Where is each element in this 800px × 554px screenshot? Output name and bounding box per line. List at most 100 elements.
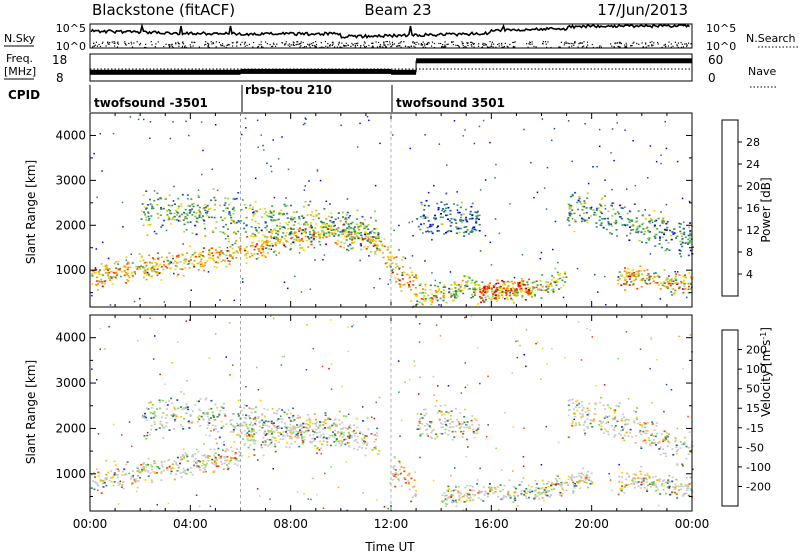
- velocity-cell: [674, 440, 677, 443]
- power-cell: [258, 226, 260, 229]
- power-cell: [456, 191, 458, 193]
- power-cell: [366, 239, 369, 242]
- velocity-cell: [602, 404, 605, 407]
- velocity-cell: [674, 437, 677, 439]
- power-cell: [277, 230, 280, 233]
- velocity-cell: [171, 463, 174, 465]
- power-cell: [227, 237, 230, 240]
- power-cell: [127, 275, 130, 277]
- power-cell: [328, 235, 331, 237]
- power-cell: [515, 290, 518, 292]
- noise-left-tick-top: 10^5: [56, 22, 86, 35]
- velocity-cell: [240, 431, 243, 434]
- velocity-cell: [362, 442, 365, 445]
- velocity-cell: [636, 407, 639, 409]
- power-cell: [613, 221, 616, 224]
- power-cell: [648, 276, 651, 279]
- power-cell: [663, 233, 665, 236]
- power-cell: [600, 198, 603, 201]
- velocity-cell: [243, 444, 246, 446]
- velocity-cell: [439, 432, 442, 435]
- velocity-cell: [644, 474, 647, 476]
- velocity-cell: [469, 499, 472, 502]
- power-cell: [630, 229, 633, 231]
- velocity-cell: [230, 457, 232, 459]
- power-cell: [97, 283, 100, 285]
- power-cell: [496, 288, 499, 291]
- velocity-cell: [346, 442, 349, 444]
- velocity-cell: [631, 436, 634, 438]
- power-cell: [670, 291, 673, 293]
- velocity-cell: [314, 422, 316, 425]
- velocity-cell: [486, 495, 489, 498]
- power-cell: [431, 298, 434, 301]
- power-cell: [349, 237, 352, 240]
- power-cell: [681, 235, 683, 237]
- power-cell: [635, 229, 638, 231]
- power-cell: [300, 239, 302, 241]
- power-cell: [322, 236, 325, 239]
- velocity-cell: [237, 415, 240, 417]
- search-noise-point: [253, 41, 255, 44]
- power-cell: [471, 214, 474, 217]
- power-cell: [556, 281, 559, 283]
- power-cell: [175, 255, 178, 257]
- power-cell: [600, 222, 603, 224]
- power-cell: [449, 209, 452, 212]
- search-noise-point: [428, 42, 430, 44]
- power-cell: [219, 204, 221, 207]
- power-cell: [353, 228, 356, 231]
- search-noise-point: [560, 41, 562, 43]
- power-cell: [674, 270, 676, 273]
- power-cell: [148, 217, 151, 220]
- power-cell: [342, 216, 344, 219]
- search-noise-point: [320, 42, 322, 44]
- velocity-cell: [493, 487, 496, 489]
- power-cell: [663, 280, 666, 283]
- power-cell: [357, 237, 360, 240]
- power-cell: [445, 193, 447, 195]
- power-cell: [101, 285, 104, 288]
- velocity-cell: [266, 424, 269, 427]
- velocity-cell: [469, 496, 472, 499]
- velocity-cell: [230, 459, 232, 462]
- search-noise-point: [302, 46, 304, 49]
- power-cell: [243, 227, 246, 230]
- search-noise-point: [379, 44, 382, 46]
- velocity-cell: [333, 433, 336, 435]
- search-noise-point: [565, 42, 567, 44]
- power-cell: [265, 239, 268, 242]
- power-cell: [515, 293, 518, 295]
- search-noise-point: [451, 41, 453, 44]
- search-noise-point: [220, 44, 222, 46]
- velocity-cell: [559, 491, 562, 494]
- velocity-cell: [575, 422, 578, 425]
- power-cell: [474, 290, 477, 293]
- velocity-cell: [191, 410, 194, 412]
- power-cell: [628, 218, 631, 221]
- power-cell: [505, 287, 508, 289]
- power-cell: [642, 228, 645, 230]
- search-noise-point: [651, 45, 653, 47]
- power-cell: [210, 216, 213, 219]
- velocity-cell: [655, 489, 658, 492]
- power-cell: [175, 256, 178, 259]
- velocity-cell: [307, 429, 310, 432]
- search-noise-point: [260, 41, 262, 43]
- power-cell: [177, 205, 180, 208]
- power-cell: [345, 222, 348, 225]
- velocity-cell: [211, 424, 214, 427]
- power-cell: [365, 248, 368, 250]
- power-cell: [377, 233, 379, 236]
- velocity-cell: [508, 495, 511, 497]
- power-cell: [675, 273, 678, 275]
- search-noise-point: [169, 44, 171, 46]
- velocity-cell: [189, 414, 192, 417]
- velocity-cell: [394, 473, 397, 476]
- velocity-cell: [440, 410, 443, 413]
- velocity-cell: [674, 486, 677, 489]
- velocity-cell: [202, 412, 205, 414]
- power-cell: [204, 227, 206, 230]
- velocity-cell: [239, 425, 242, 428]
